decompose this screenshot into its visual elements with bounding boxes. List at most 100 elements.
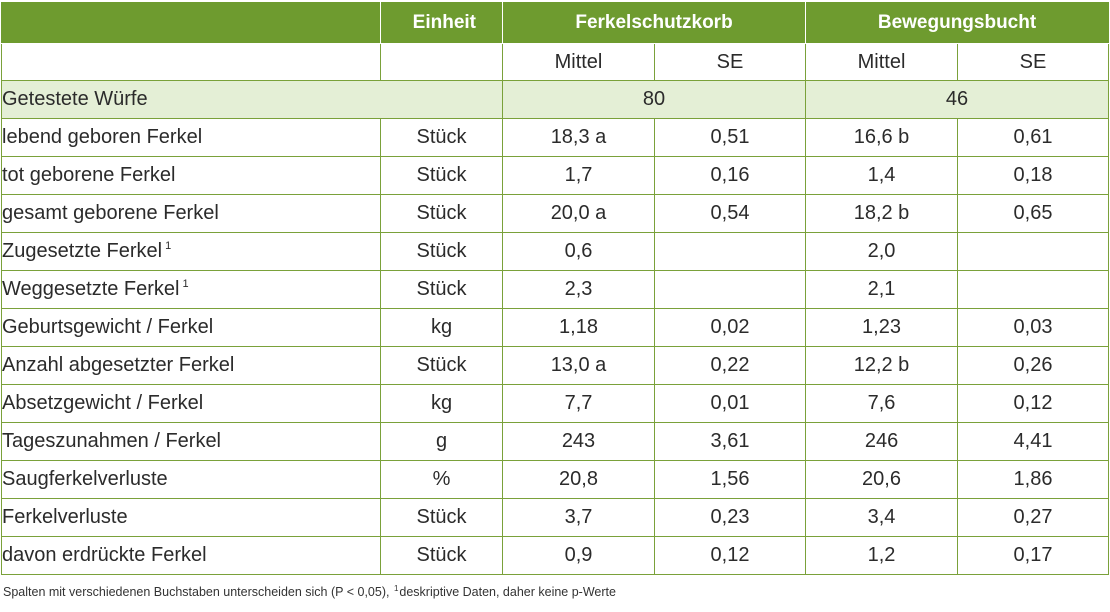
- row-mean-ferkelschutzkorb: 0,6: [502, 232, 655, 271]
- row-unit-text: kg: [430, 392, 453, 414]
- row-se-ferkelschutzkorb-text: 0,22: [710, 354, 750, 376]
- footnote-superscript: 1: [393, 584, 399, 593]
- row-se-bewegungsbucht: 0,12: [957, 384, 1110, 423]
- table-row: Absetzgewicht / Ferkel kg 7,7 0,01 7,6 0,12: [1, 384, 1110, 423]
- subheader-se-b: SE: [957, 43, 1110, 81]
- row-mean-ferkelschutzkorb-text: 1,18: [559, 316, 598, 338]
- table-row: Tageszunahmen / Ferkel g 243 3,61 246 4,41: [1, 422, 1110, 461]
- row-unit-text: kg: [430, 316, 453, 338]
- row-label-text: lebend geboren Ferkel: [2, 126, 203, 148]
- row-unit: Stück: [380, 156, 503, 195]
- row-mean-bewegungsbucht-text: 1,23: [862, 316, 901, 338]
- header-empty-cell: [1, 2, 381, 44]
- row-label: Weggesetzte Ferkel 1: [1, 270, 381, 309]
- subheader-empty-cell: [1, 43, 381, 81]
- row-se-bewegungsbucht-text: 0,27: [1013, 506, 1053, 528]
- row-unit: Stück: [380, 232, 503, 271]
- row-mean-bewegungsbucht-text: 246: [864, 430, 899, 452]
- row-se-ferkelschutzkorb: 0,51: [653, 118, 807, 157]
- table-row: gesamt geborene Ferkel Stück 20,0 a 0,54 18,…: [1, 194, 1110, 233]
- row-unit-text: g: [435, 430, 448, 452]
- row-unit: Stück: [380, 270, 503, 309]
- row-unit: Stück: [380, 346, 503, 385]
- row-se-ferkelschutzkorb-text: 0,23: [710, 506, 750, 528]
- row-mean-ferkelschutzkorb: 13,0 a: [502, 346, 655, 385]
- row-mean-ferkelschutzkorb: 0,9: [502, 536, 655, 575]
- footnote-marker: 1: [182, 278, 189, 290]
- row-label-text: Zugesetzte Ferkel: [2, 240, 163, 262]
- row-label: Anzahl abgesetzter Ferkel: [1, 346, 381, 385]
- row-mean-bewegungsbucht-text: 7,6: [867, 392, 896, 414]
- footnote-text-2: deskriptive Daten, daher keine p-Werte: [399, 585, 616, 599]
- row-mean-bewegungsbucht-text: 20,6: [862, 468, 901, 490]
- row-unit-text: Stück: [416, 202, 467, 224]
- row-label-text: Anzahl abgesetzter Ferkel: [2, 354, 235, 376]
- table-row: Anzahl abgesetzter Ferkel Stück 13,0 a 0,22…: [1, 346, 1110, 385]
- group-row-value-b: 46: [805, 80, 1110, 119]
- row-se-ferkelschutzkorb-text: 0,51: [710, 126, 750, 148]
- row-mean-ferkelschutzkorb-text: 2,3: [564, 278, 593, 300]
- row-se-bewegungsbucht: 0,65: [957, 194, 1110, 233]
- header-unit: Einheit: [380, 2, 503, 44]
- row-unit: Stück: [380, 498, 503, 537]
- row-se-bewegungsbucht: 1,86: [957, 460, 1110, 499]
- row-label: davon erdrückte Ferkel: [1, 536, 381, 575]
- row-label-text: davon erdrückte Ferkel: [2, 544, 207, 566]
- row-unit-text: Stück: [416, 126, 467, 148]
- subheader-se-a: SE: [653, 43, 807, 81]
- row-unit: g: [380, 422, 503, 461]
- row-unit: Stück: [380, 194, 503, 233]
- row-mean-ferkelschutzkorb: 243: [502, 422, 655, 461]
- row-mean-bewegungsbucht-text: 16,6 b: [853, 126, 910, 148]
- row-se-ferkelschutzkorb-text: 1,56: [710, 468, 750, 490]
- row-unit-text: %: [432, 468, 451, 490]
- row-label-text: tot geborene Ferkel: [2, 164, 176, 186]
- header-row: Einheit Ferkelschutzkorb Bewegungsbucht: [1, 2, 1110, 44]
- row-se-bewegungsbucht-text: 4,41: [1013, 430, 1053, 452]
- row-mean-bewegungsbucht: 1,4: [805, 156, 959, 195]
- row-label-text: Geburtsgewicht / Ferkel: [2, 316, 214, 338]
- row-mean-ferkelschutzkorb: 2,3: [502, 270, 655, 309]
- row-se-bewegungsbucht-text: 0,61: [1013, 126, 1053, 148]
- row-label: Saugferkelverluste: [1, 460, 381, 499]
- subheader-empty-unit: [380, 43, 503, 81]
- group-row-value-a: 80: [501, 80, 807, 119]
- footnote: Spalten mit verschiedenen Buchstaben unt…: [3, 584, 616, 600]
- row-mean-bewegungsbucht-text: 1,4: [867, 164, 896, 186]
- row-mean-ferkelschutzkorb: 20,8: [502, 460, 655, 499]
- row-se-ferkelschutzkorb: 0,23: [653, 498, 807, 537]
- row-mean-bewegungsbucht: 12,2 b: [805, 346, 959, 385]
- row-se-bewegungsbucht-text: 0,18: [1013, 164, 1053, 186]
- row-se-ferkelschutzkorb-text: 0,54: [710, 202, 750, 224]
- row-unit: %: [380, 460, 503, 499]
- row-unit: Stück: [380, 536, 503, 575]
- row-se-ferkelschutzkorb: 0,02: [653, 308, 807, 347]
- row-se-bewegungsbucht: [957, 270, 1110, 309]
- row-label: tot geborene Ferkel: [1, 156, 381, 195]
- row-se-bewegungsbucht-text: 0,03: [1013, 316, 1053, 338]
- row-se-ferkelschutzkorb-text: 0,16: [710, 164, 750, 186]
- row-label: Ferkelverluste: [1, 498, 381, 537]
- row-se-bewegungsbucht: 0,03: [957, 308, 1110, 347]
- row-se-bewegungsbucht-text: 1,86: [1013, 468, 1053, 490]
- row-mean-bewegungsbucht-text: 2,1: [867, 278, 896, 300]
- subheader-mean-a: Mittel: [502, 43, 655, 81]
- row-mean-bewegungsbucht: 2,0: [805, 232, 959, 271]
- row-mean-bewegungsbucht: 2,1: [805, 270, 959, 309]
- table-body: Getestete Würfe 80 46 lebend geboren Fer…: [1, 80, 1110, 575]
- row-unit: kg: [380, 384, 503, 423]
- row-se-ferkelschutzkorb-text: 0,02: [710, 316, 750, 338]
- row-se-bewegungsbucht-text: 0,12: [1013, 392, 1053, 414]
- row-se-ferkelschutzkorb: 1,56: [653, 460, 807, 499]
- table-row: tot geborene Ferkel Stück 1,7 0,16 1,4 0,18: [1, 156, 1110, 195]
- row-label: Tageszunahmen / Ferkel: [1, 422, 381, 461]
- table-row: Zugesetzte Ferkel 1 Stück 0,6 2,0: [1, 232, 1110, 271]
- row-se-ferkelschutzkorb: [653, 270, 807, 309]
- row-mean-ferkelschutzkorb: 7,7: [502, 384, 655, 423]
- row-unit-text: Stück: [416, 354, 467, 376]
- row-mean-bewegungsbucht-text: 18,2 b: [853, 202, 910, 224]
- row-mean-bewegungsbucht: 20,6: [805, 460, 959, 499]
- row-mean-ferkelschutzkorb-text: 243: [561, 430, 596, 452]
- table-row: Weggesetzte Ferkel 1 Stück 2,3 2,1: [1, 270, 1110, 309]
- row-se-ferkelschutzkorb: 3,61: [653, 422, 807, 461]
